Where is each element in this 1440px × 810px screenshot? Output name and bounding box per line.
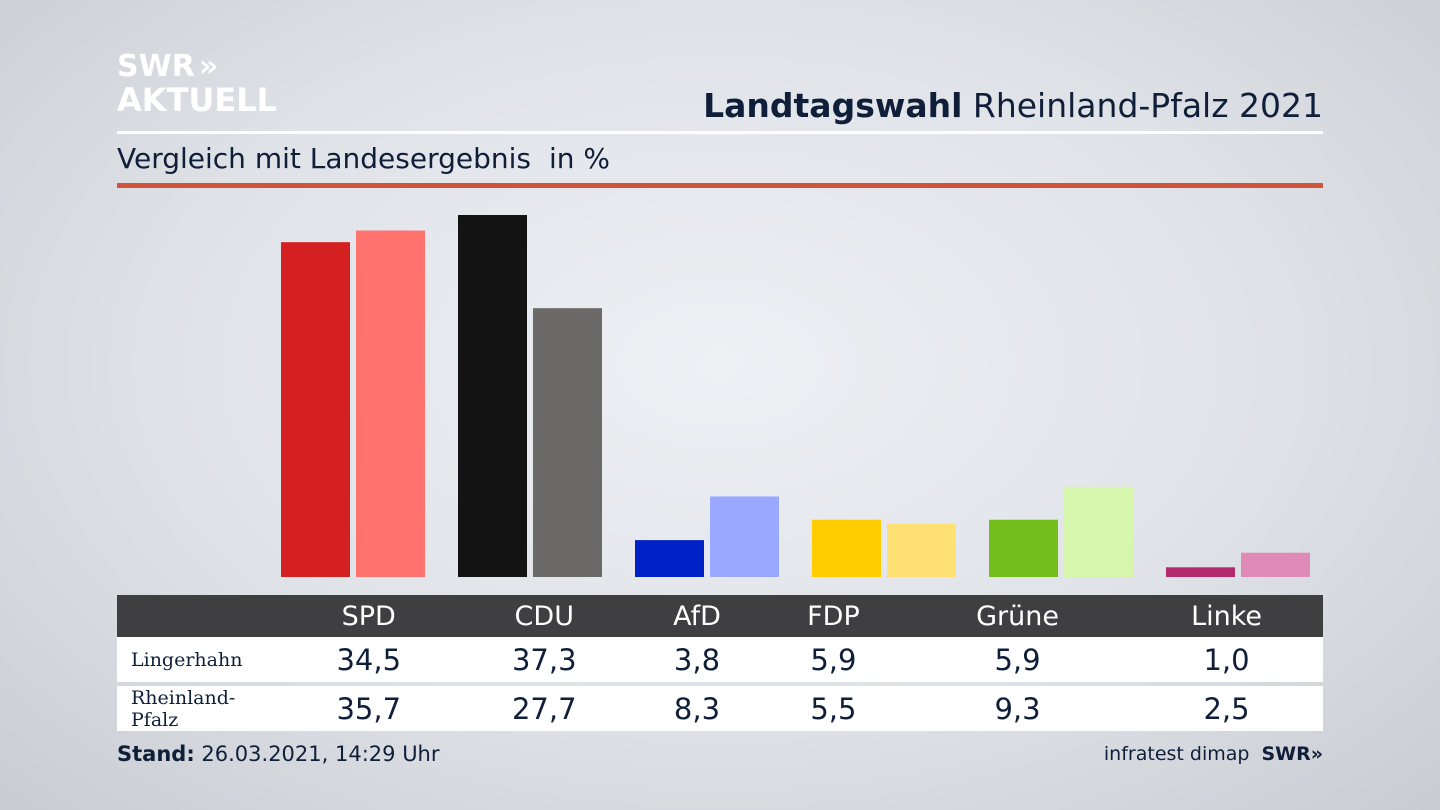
source-text: infratest dimap bbox=[1103, 743, 1250, 765]
table-cell: 5,9 bbox=[761, 637, 905, 682]
table-row: Rheinland-Pfalz 35,7 27,7 8,3 5,5 9,3 2,… bbox=[117, 686, 1323, 731]
table-cell: 35,7 bbox=[281, 686, 457, 731]
table-cell: 2,5 bbox=[1130, 686, 1323, 731]
bar-afd-local bbox=[635, 540, 704, 577]
party-header: FDP bbox=[761, 595, 905, 637]
subtitle-text: Vergleich mit Landesergebnis bbox=[117, 142, 531, 175]
chart-subtitle: Vergleich mit Landesergebnis in % bbox=[117, 142, 610, 175]
table-cell: 5,9 bbox=[904, 637, 1131, 682]
subtitle-divider bbox=[117, 183, 1323, 188]
bar-afd-state bbox=[710, 496, 779, 577]
swr-small-logo: SWR» bbox=[1261, 743, 1323, 765]
bar-grne-local bbox=[989, 519, 1058, 577]
title-divider bbox=[117, 131, 1323, 134]
row-label: Lingerhahn bbox=[117, 637, 281, 682]
logo-line-2: AKTUELL bbox=[117, 81, 278, 119]
bar-linke-local bbox=[1166, 567, 1235, 577]
timestamp-label: Stand: bbox=[117, 742, 195, 766]
swr-aktuell-logo: SWR» AKTUELL bbox=[117, 49, 278, 119]
party-header-row: SPD CDU AfD FDP Grüne Linke bbox=[117, 595, 1323, 637]
bar-spd-state bbox=[356, 230, 425, 578]
bar-linke-state bbox=[1241, 552, 1310, 577]
bar-fdp-local bbox=[812, 519, 881, 577]
party-header: CDU bbox=[456, 595, 632, 637]
table-cell: 37,3 bbox=[456, 637, 632, 682]
timestamp-value: 26.03.2021, 14:29 Uhr bbox=[201, 742, 440, 766]
table-cell: 9,3 bbox=[904, 686, 1131, 731]
bar-fdp-state bbox=[887, 523, 956, 577]
title-bold: Landtagswahl bbox=[703, 86, 963, 125]
bar-grne-state bbox=[1064, 486, 1133, 577]
title-rest: Rheinland-Pfalz 2021 bbox=[972, 86, 1323, 125]
unit-label: in % bbox=[548, 142, 611, 175]
party-header: Grüne bbox=[904, 595, 1131, 637]
row-label: Rheinland-Pfalz bbox=[117, 686, 281, 731]
table-row: Lingerhahn 34,5 37,3 3,8 5,9 5,9 1,0 bbox=[117, 637, 1323, 682]
table-cell: 34,5 bbox=[281, 637, 457, 682]
source-credit: infratest dimap SWR» bbox=[1104, 743, 1323, 765]
logo-line-1: SWR bbox=[117, 49, 195, 84]
timestamp: Stand: 26.03.2021, 14:29 Uhr bbox=[117, 742, 440, 766]
table-cell: 3,8 bbox=[632, 637, 762, 682]
page-title: Landtagswahl Rheinland-Pfalz 2021 bbox=[703, 86, 1323, 125]
party-header: AfD bbox=[632, 595, 762, 637]
table-cell: 5,5 bbox=[761, 686, 905, 731]
bar-spd-local bbox=[281, 242, 350, 577]
table-cell: 1,0 bbox=[1130, 637, 1323, 682]
bar-cdu-state bbox=[533, 308, 602, 577]
party-header: Linke bbox=[1130, 595, 1323, 637]
bar-cdu-local bbox=[458, 215, 527, 577]
results-table: SPD CDU AfD FDP Grüne Linke Lingerhahn 3… bbox=[117, 595, 1323, 731]
table-cell: 8,3 bbox=[632, 686, 762, 731]
header-corner bbox=[117, 595, 281, 637]
party-header: SPD bbox=[281, 595, 457, 637]
table-cell: 27,7 bbox=[456, 686, 632, 731]
